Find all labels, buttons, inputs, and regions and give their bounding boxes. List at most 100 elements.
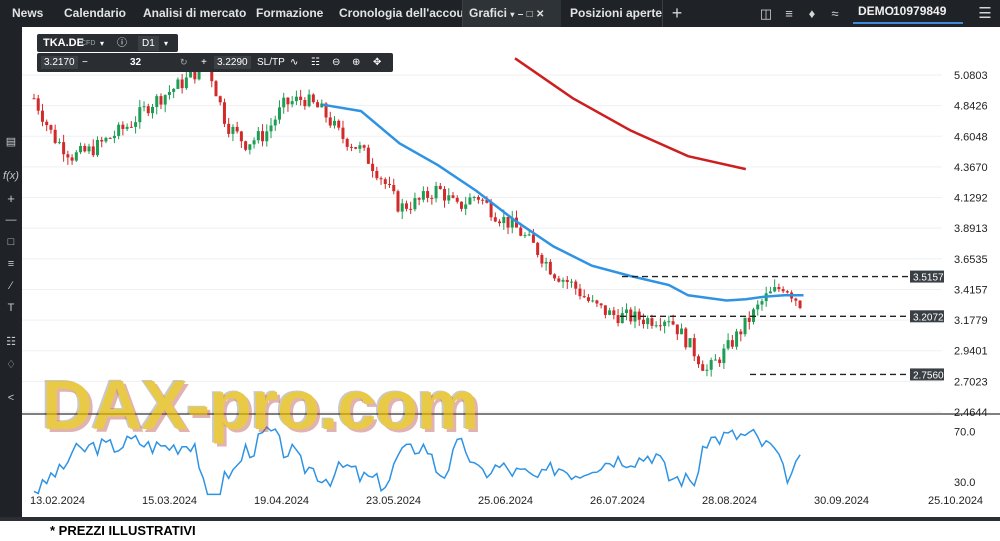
candle-body [561, 279, 565, 282]
text-tool-icon[interactable]: T [7, 302, 15, 314]
volume-plus-button[interactable]: + [201, 57, 207, 68]
candle-body [265, 131, 269, 142]
ask-price[interactable]: 3.2290 [214, 56, 251, 69]
time-tick-label: 13.02.2024 [30, 495, 85, 507]
candle-body [675, 324, 679, 335]
candle-body [730, 340, 734, 347]
oscillator-line [33, 426, 801, 496]
maximize-icon[interactable]: □ [526, 9, 533, 20]
order-toolbox[interactable]: 3.2170 − 32 ↻ + 3.2290 SL/TP ∿ ☷ ⊖ ⊕ ✥ [37, 53, 393, 72]
nav-education[interactable]: Formazione [256, 6, 324, 20]
candle-type-icon[interactable]: ☷ [311, 57, 320, 68]
account-mode: DEMO [858, 4, 894, 18]
nav-market-analysis[interactable]: Analisi di mercato [143, 6, 247, 20]
candle-body [603, 305, 607, 315]
candle-body [544, 261, 548, 264]
candle-body [565, 279, 569, 283]
candle-body [316, 102, 320, 108]
sltp-button[interactable]: SL/TP [257, 57, 285, 68]
panel-icon[interactable]: ▤ [5, 136, 17, 148]
bell-icon[interactable]: ♦ [808, 6, 816, 21]
candle-body [404, 203, 408, 209]
nav-account-history[interactable]: Cronologia dell'account [339, 6, 476, 20]
divider [462, 0, 463, 27]
drawing-tools-sidebar: ▤ f(x) + — □ ≡ ∕ T ☷ ♢ < [0, 27, 22, 521]
reset-icon[interactable]: ↻ [180, 57, 188, 67]
layers-icon[interactable]: ♢ [6, 359, 16, 371]
price-level-badge [910, 368, 944, 381]
candle-body [739, 331, 743, 335]
nav-calendar[interactable]: Calendario [64, 6, 127, 20]
candle-body [371, 163, 375, 171]
candle-body [696, 356, 700, 365]
candle-body [459, 201, 463, 209]
candle-body [125, 126, 129, 129]
candle-body [438, 185, 442, 190]
crosshair-plus-icon[interactable]: + [7, 191, 15, 206]
candle-body [701, 364, 705, 371]
candle-body [142, 106, 146, 108]
candle-body [616, 315, 620, 324]
candle-body [100, 139, 104, 142]
watermark-logo: DAX-pro.com [42, 366, 479, 444]
candle-body [273, 119, 277, 126]
candle-body [455, 197, 459, 202]
candle-body [548, 261, 552, 275]
chart-area[interactable]: 3.5157 3.2072 2.7560 5.0803 4.8426 4.6048 4.3… [22, 27, 1000, 521]
candle-body [117, 124, 121, 136]
timeframe-select[interactable]: D1 [138, 36, 159, 51]
zoom-in-icon[interactable]: ⊕ [352, 57, 361, 68]
candle-body [718, 359, 722, 364]
tab-open-positions[interactable]: Posizioni aperte [570, 6, 663, 20]
close-icon[interactable]: ✕ [536, 9, 545, 20]
candle-body [531, 234, 535, 243]
price-tick-label: 5.0803 [954, 70, 988, 82]
move-icon[interactable]: ✥ [373, 57, 382, 68]
account-box[interactable]: DEMO 10979849 [849, 0, 966, 27]
candle-body [646, 318, 650, 325]
volume-input[interactable]: 32 [130, 57, 142, 68]
symbol-toolbox[interactable]: TKA.DE CFD ▾ ⓘ D1 ▾ [37, 34, 178, 52]
zoom-out-icon[interactable]: ⊖ [332, 57, 341, 68]
volume-minus-button[interactable]: − [82, 57, 88, 68]
share-icon[interactable]: < [7, 392, 15, 404]
candle-body [218, 96, 222, 103]
bid-price[interactable]: 3.2170 [41, 56, 78, 69]
candle-body [239, 131, 243, 142]
nav-news[interactable]: News [12, 6, 44, 20]
price-chart[interactable]: 3.5157 3.2072 2.7560 5.0803 4.8426 4.6048 4.3… [22, 27, 1000, 521]
add-tab-button[interactable]: + [671, 3, 683, 23]
fibonacci-icon[interactable]: ≡ [7, 258, 15, 270]
line-tool-icon[interactable]: — [5, 214, 17, 226]
chevron-down-icon[interactable]: ▾ [100, 39, 105, 48]
candle-body [91, 146, 95, 156]
candle-body [692, 338, 696, 357]
tab-charts[interactable]: Grafici ▾ – □ ✕ [463, 0, 561, 27]
minimize-icon[interactable]: – [517, 9, 524, 20]
candle-body [320, 103, 324, 108]
indicator-fx-icon[interactable]: f(x) [3, 170, 19, 182]
pen-tool-icon[interactable]: ∕ [10, 280, 12, 292]
candle-body [358, 145, 362, 149]
candle-body [760, 301, 764, 305]
settings-sliders-icon[interactable]: ≡ [785, 6, 793, 21]
menu-icon[interactable]: ☰ [978, 5, 992, 22]
candle-body [747, 317, 751, 322]
candles-icon[interactable]: ☷ [6, 336, 16, 348]
info-icon[interactable]: ⓘ [117, 38, 127, 49]
chevron-down-icon[interactable]: ▾ [510, 10, 515, 19]
chevron-down-icon[interactable]: ▾ [164, 39, 169, 48]
candle-body [95, 139, 99, 156]
rectangle-tool-icon[interactable]: □ [7, 236, 15, 248]
candle-body [235, 126, 239, 132]
line-chart-icon[interactable]: ∿ [290, 57, 299, 68]
candle-body [417, 198, 421, 200]
symbol-name[interactable]: TKA.DE [43, 37, 84, 49]
moving-average-line [514, 57, 747, 171]
candle-body [244, 141, 248, 150]
time-tick-label: 19.04.2024 [254, 495, 309, 507]
candle-body [519, 227, 523, 236]
layout-icon[interactable]: ◫ [759, 6, 773, 21]
divider [662, 0, 663, 27]
price-tick-label: 2.7023 [954, 376, 988, 388]
